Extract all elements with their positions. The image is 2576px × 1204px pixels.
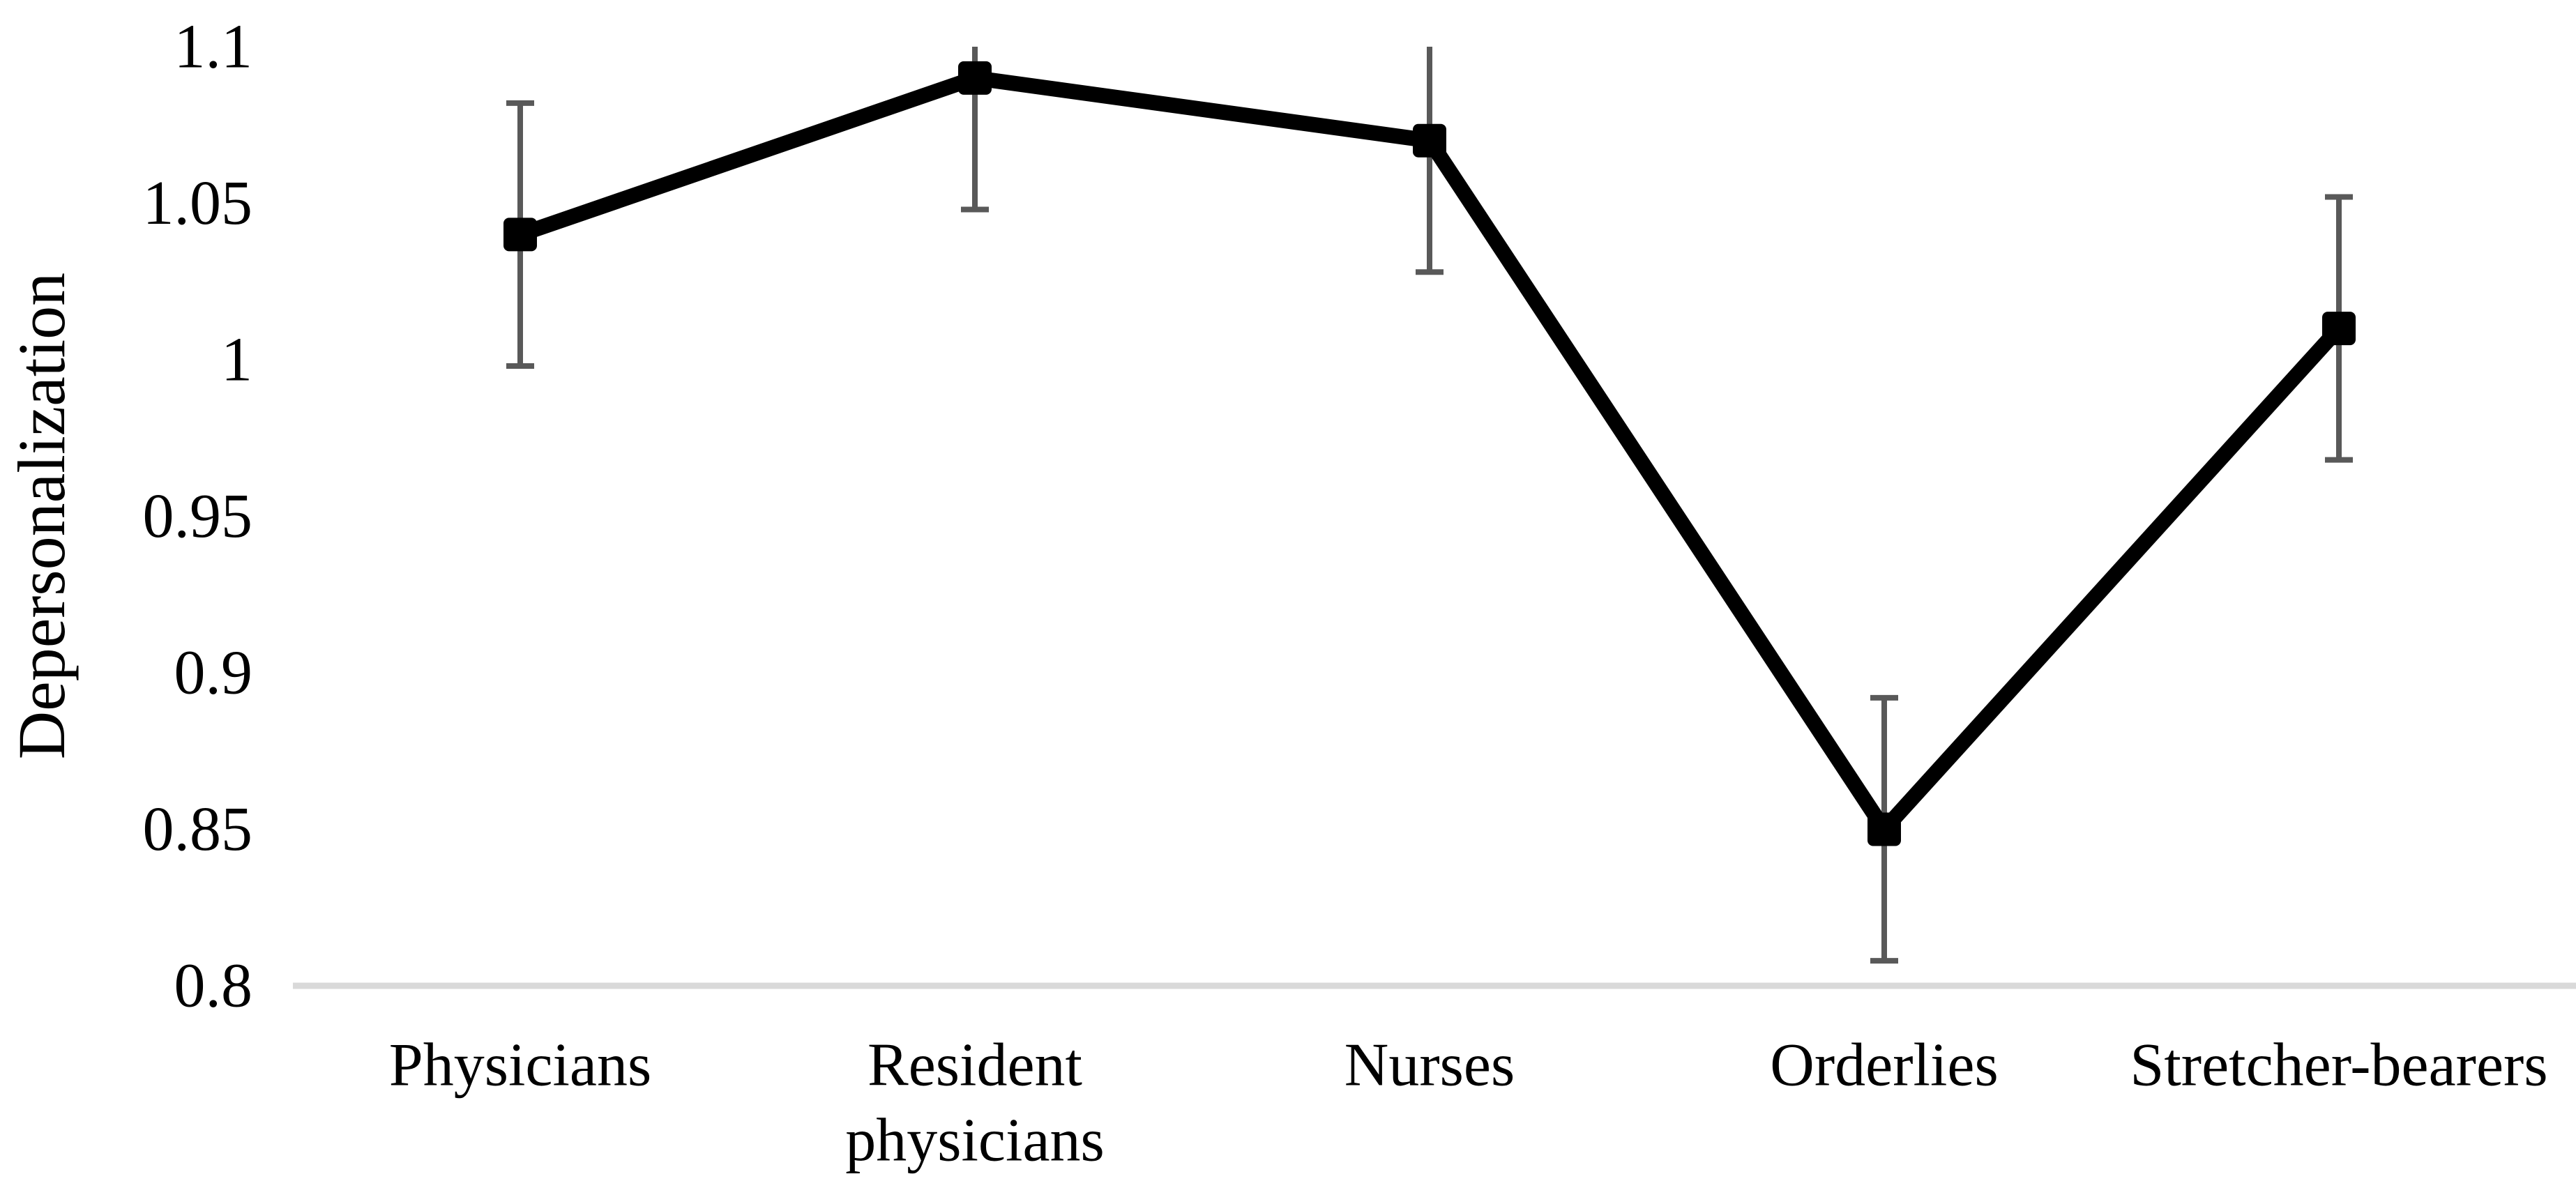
data-point-marker — [958, 61, 992, 95]
y-tick-label: 0.8 — [174, 952, 253, 1021]
y-axis-title: Depersonalization — [4, 272, 79, 760]
x-category-label: Resident — [867, 1032, 1082, 1099]
y-tick-label: 1 — [221, 326, 252, 395]
data-point-marker — [503, 218, 537, 252]
x-category-label: Nurses — [1344, 1032, 1515, 1099]
y-tick-label: 1.1 — [174, 13, 253, 82]
x-category-label: Physicians — [389, 1032, 651, 1099]
y-tick-label: 0.9 — [174, 639, 253, 708]
error-bar — [1416, 47, 1444, 275]
y-tick-label: 0.85 — [143, 795, 253, 864]
data-point-marker — [1413, 123, 1446, 158]
y-tick-label: 0.95 — [143, 482, 253, 551]
data-point-marker — [1867, 812, 1901, 846]
x-category-label: Stretcher-bearers — [2130, 1032, 2547, 1099]
data-point-marker — [2322, 312, 2356, 346]
y-tick-label: 1.05 — [143, 169, 253, 238]
x-category-label: physicians — [845, 1107, 1105, 1175]
x-category-label: Orderlies — [1770, 1032, 1998, 1099]
